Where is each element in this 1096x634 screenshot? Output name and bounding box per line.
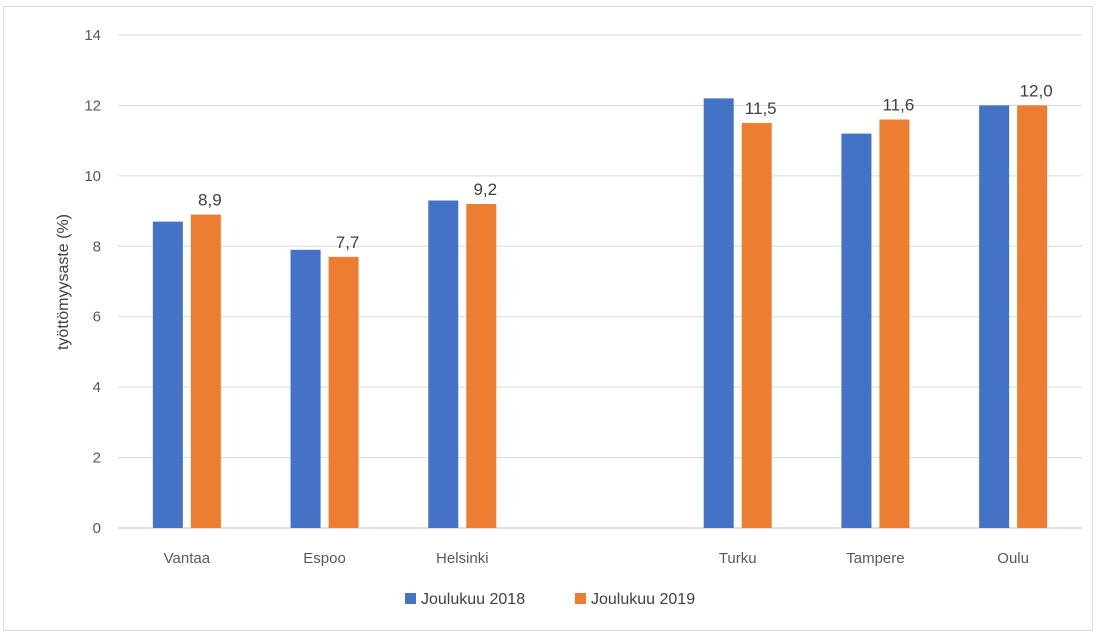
- x-tick-label: Turku: [719, 550, 757, 567]
- y-tick-label: 12: [84, 97, 101, 114]
- y-tick-label: 10: [84, 168, 101, 185]
- legend-label: Joulukuu 2018: [421, 591, 525, 608]
- y-tick-label: 4: [93, 379, 101, 396]
- bar: [741, 123, 772, 529]
- y-tick-label: 8: [93, 238, 101, 255]
- y-tick-label: 14: [84, 27, 101, 44]
- bars: [152, 98, 1048, 529]
- bar: [841, 133, 872, 528]
- bar: [428, 200, 459, 528]
- bar: [466, 204, 497, 528]
- chart-frame: [3, 6, 1093, 631]
- bar: [703, 98, 734, 528]
- y-tick-label: 2: [93, 450, 101, 467]
- bar: [190, 214, 221, 529]
- bar: [879, 119, 910, 528]
- x-tick-label: Tampere: [846, 550, 904, 567]
- data-label: 12,0: [1020, 81, 1053, 100]
- data-label: 9,2: [473, 180, 497, 199]
- legend-swatch: [575, 593, 586, 604]
- bar: [1017, 105, 1048, 528]
- bar: [979, 105, 1010, 528]
- data-label: 7,7: [336, 233, 360, 252]
- y-axis-title: työttömyysaste (%): [55, 214, 72, 350]
- legend: Joulukuu 2018 Joulukuu 2019: [405, 591, 695, 608]
- legend-swatch: [405, 593, 416, 604]
- data-label: 11,5: [745, 99, 777, 118]
- y-tick-label: 6: [93, 309, 101, 326]
- x-tick-label: Oulu: [997, 550, 1029, 567]
- y-tick-label: 0: [93, 520, 101, 537]
- gridlines: [118, 34, 1082, 529]
- x-tick-label: Helsinki: [436, 550, 489, 567]
- x-tick-label: Vantaa: [164, 550, 211, 567]
- data-label: 8,9: [198, 191, 222, 210]
- bar: [328, 256, 359, 528]
- bar: [152, 221, 183, 528]
- y-axis-ticks: 0 2 4 6 8 10 12 14: [84, 27, 101, 537]
- x-axis-ticks: Vantaa Espoo Helsinki Turku Tampere Oulu: [164, 550, 1029, 567]
- x-tick-label: Espoo: [303, 550, 346, 567]
- data-label: 11,6: [883, 96, 915, 115]
- data-labels: 8,9 7,7 9,2 11,5 11,6 12,0: [198, 81, 1053, 251]
- bar: [290, 249, 321, 529]
- legend-label: Joulukuu 2019: [591, 591, 695, 608]
